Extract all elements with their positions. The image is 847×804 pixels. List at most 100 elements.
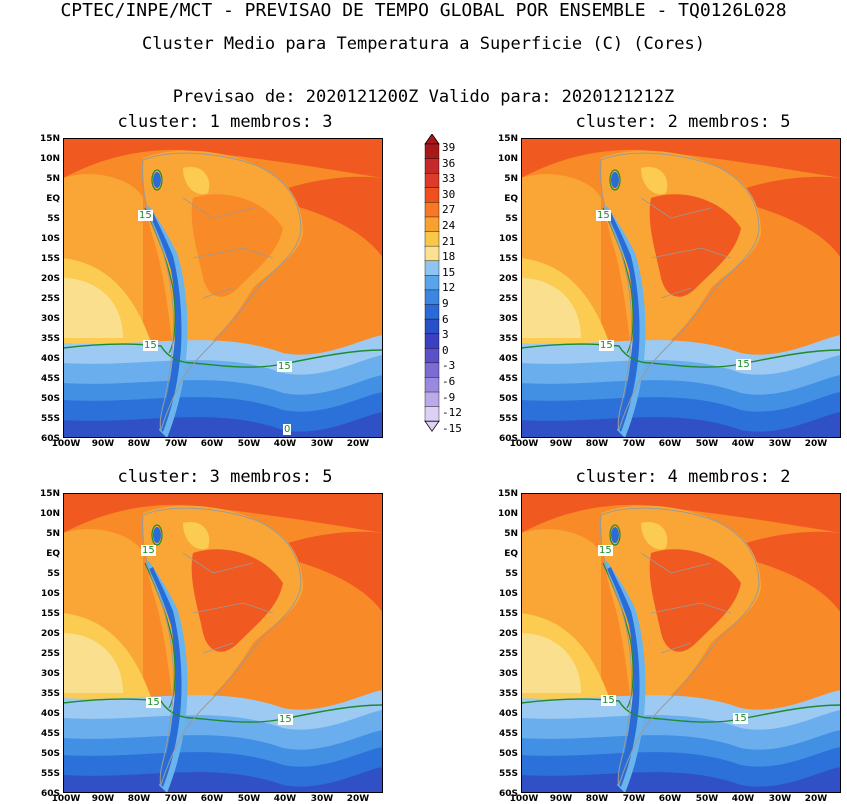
lon-tick-label: 30W xyxy=(310,794,334,804)
colorbar-label: 36 xyxy=(442,156,456,170)
lat-tick-label: 45S xyxy=(40,729,60,739)
pacific-pale xyxy=(521,278,581,338)
colorbar-swatch xyxy=(424,172,440,189)
pacific-pale xyxy=(63,278,123,338)
lat-tick-label: 60S xyxy=(40,789,60,799)
cold-band xyxy=(63,767,383,793)
country-borders xyxy=(640,197,732,299)
colorbar-swatch xyxy=(424,231,440,247)
lat-tick-label: 50S xyxy=(498,394,518,404)
panel-title-4: cluster: 4 membros: 2 xyxy=(575,467,791,487)
cold-band xyxy=(521,767,841,793)
lat-tick-label: 15N xyxy=(497,489,518,499)
lat-tick-label: 45S xyxy=(498,374,518,384)
contour-label: 15 xyxy=(598,545,613,556)
coastline-east xyxy=(142,152,302,431)
coastline-west xyxy=(600,159,633,431)
warm-north xyxy=(521,138,841,178)
contour-label: 0 xyxy=(283,424,292,435)
contour-label: 15 xyxy=(277,361,292,372)
contour-label: 15 xyxy=(599,340,614,351)
andes-cold-core xyxy=(149,567,182,787)
lon-tick-label: 100W xyxy=(509,439,539,449)
interior-hot xyxy=(191,549,283,652)
lon-tick-label: 100W xyxy=(51,439,81,449)
lon-tick-label: 30W xyxy=(310,439,334,449)
map-panel-cluster-4 xyxy=(521,493,841,793)
lat-tick-label: 40S xyxy=(40,709,60,719)
lat-tick-label: 55S xyxy=(40,769,60,779)
colorbar-swatch xyxy=(424,377,440,393)
lat-tick-label: 20S xyxy=(40,274,60,284)
warm-north xyxy=(521,493,841,533)
contour-ring xyxy=(609,169,621,191)
andes-cold-core xyxy=(149,212,182,432)
lat-tick-label: 10S xyxy=(498,234,518,244)
lat-tick-label: 15S xyxy=(498,609,518,619)
lat-tick-label: 15N xyxy=(39,489,60,499)
lon-tick-label: 90W xyxy=(549,794,573,804)
colorbar-swatch xyxy=(424,289,440,306)
lon-tick-label: 90W xyxy=(91,794,115,804)
panel-title-2: cluster: 2 membros: 5 xyxy=(575,112,791,132)
cold-spot xyxy=(611,172,619,188)
lat-tick-label: EQ xyxy=(504,194,518,204)
lat-tick-label: 20S xyxy=(40,629,60,639)
lat-tick-label: 5N xyxy=(504,529,518,539)
lat-tick-label: 30S xyxy=(498,314,518,324)
lat-tick-label: 50S xyxy=(40,394,60,404)
colorbar-swatch xyxy=(424,245,440,262)
lat-tick-label: 55S xyxy=(498,769,518,779)
coastline-west xyxy=(142,159,175,431)
colorbar-swatch xyxy=(424,406,440,422)
lon-tick-label: 40W xyxy=(731,794,755,804)
colorbar-label: 39 xyxy=(442,141,456,154)
temperature-field xyxy=(521,493,841,793)
country-borders xyxy=(182,197,274,299)
lat-tick-label: 10N xyxy=(497,509,518,519)
lat-tick-label: 10N xyxy=(39,154,60,164)
lon-tick-label: 30W xyxy=(768,439,792,449)
contour-label: 15 xyxy=(596,210,611,221)
lat-tick-label: 5N xyxy=(46,174,60,184)
coastline-west xyxy=(142,514,175,786)
colorbar-swatch xyxy=(424,158,440,174)
subtitle: Cluster Medio para Temperatura a Superfi… xyxy=(142,34,705,54)
colorbar-swatch xyxy=(424,202,440,218)
interior-hot xyxy=(649,194,741,297)
lat-tick-label: 50S xyxy=(498,749,518,759)
colorbar-label: 33 xyxy=(442,172,456,186)
colorbar-label: 3 xyxy=(442,328,449,342)
cold-spot xyxy=(153,527,161,543)
lon-tick-label: 60W xyxy=(658,794,682,804)
cold-band xyxy=(521,412,841,438)
colorbar-label: 6 xyxy=(442,312,449,326)
lon-tick-label: 70W xyxy=(622,439,646,449)
colorbar-swatch xyxy=(424,187,440,204)
coastline-east xyxy=(142,507,302,786)
contour-15 xyxy=(63,343,383,368)
lon-tick-label: 80W xyxy=(585,439,609,449)
lon-tick-label: 20W xyxy=(346,794,370,804)
contour-15 xyxy=(521,698,841,723)
lat-tick-label: 35S xyxy=(40,334,60,344)
country-borders xyxy=(640,552,732,654)
contour-ring xyxy=(151,169,163,191)
lat-tick-label: 10S xyxy=(498,589,518,599)
interior-hot xyxy=(191,194,283,297)
lat-tick-label: 10N xyxy=(497,154,518,164)
lat-tick-label: 25S xyxy=(40,294,60,304)
panel-title-1: cluster: 1 membros: 3 xyxy=(117,112,333,132)
lon-tick-label: 50W xyxy=(237,439,261,449)
cold-spot xyxy=(611,527,619,543)
temperature-field xyxy=(521,138,841,438)
lat-tick-label: 40S xyxy=(498,354,518,364)
highland-cool xyxy=(183,522,210,550)
colorbar-label: -12 xyxy=(442,406,462,420)
lat-tick-label: 60S xyxy=(40,434,60,444)
forecast-line: Previsao de: 2020121200Z Valido para: 20… xyxy=(172,87,675,107)
lat-tick-label: 25S xyxy=(498,649,518,659)
colorbar-label: 12 xyxy=(442,281,456,295)
interior-hot xyxy=(649,549,741,652)
colorbar-label: 21 xyxy=(442,234,456,248)
